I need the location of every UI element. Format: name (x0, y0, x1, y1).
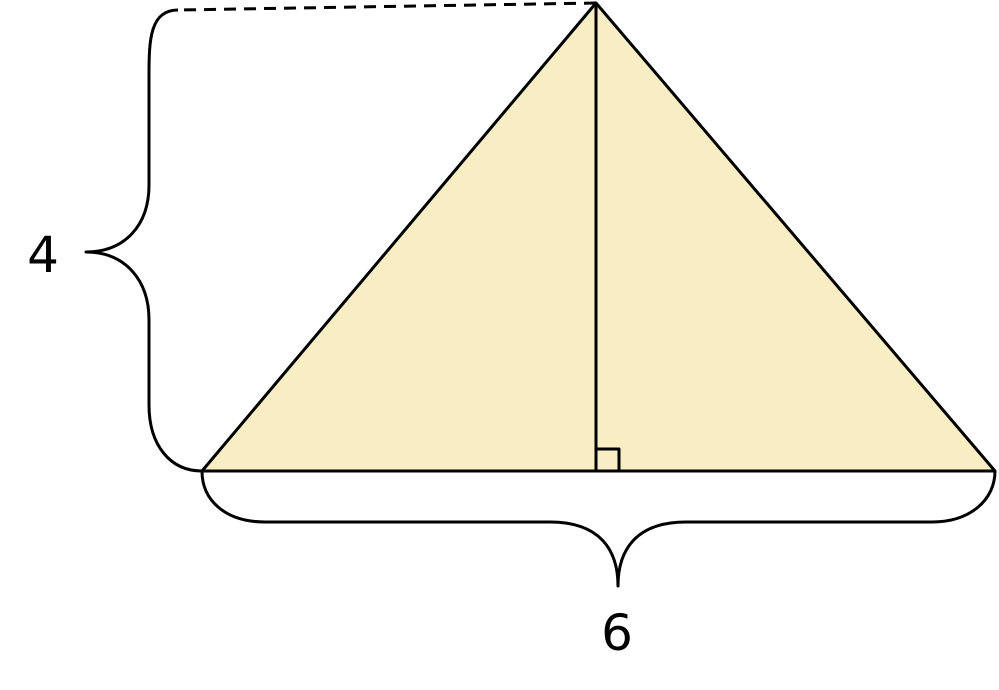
right-angle-marker (596, 447, 621, 471)
triangle-outline (200, 1, 997, 473)
triangle-fill (202, 3, 995, 471)
base-label: 6 (601, 604, 633, 662)
base-brace (200, 470, 997, 588)
height-label: 4 (27, 226, 59, 284)
height-brace (84, 8, 203, 473)
height-dashed-guide (177, 1, 597, 12)
